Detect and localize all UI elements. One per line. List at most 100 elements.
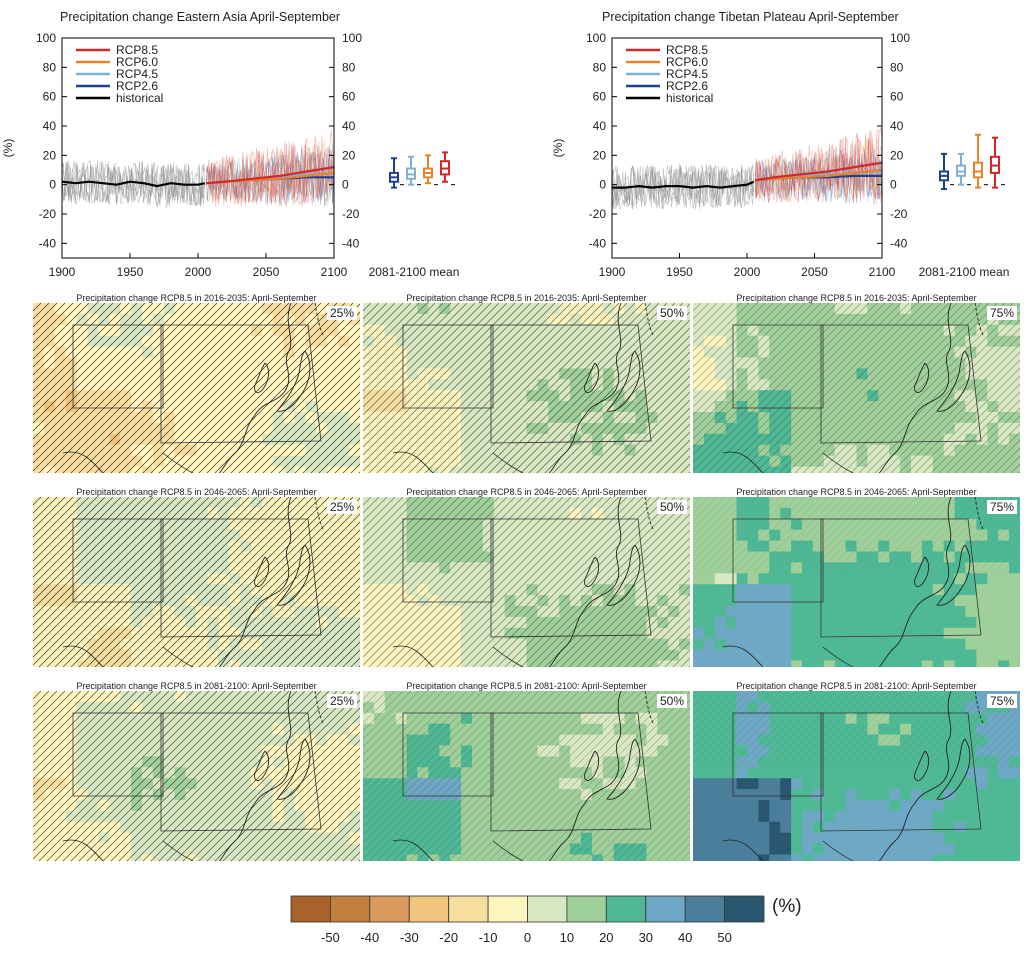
colorbar-swatch xyxy=(605,895,647,923)
map-cell xyxy=(714,627,727,640)
map-cell xyxy=(758,821,770,834)
map-cell xyxy=(802,595,814,607)
map-cell xyxy=(758,627,770,640)
legend-label: historical xyxy=(666,91,713,105)
map-cell xyxy=(889,638,901,651)
map-cell xyxy=(769,627,781,640)
map-cell xyxy=(725,627,738,640)
map-cell xyxy=(834,789,847,801)
map-cell xyxy=(802,638,814,651)
map-cell xyxy=(747,832,759,845)
map-cell xyxy=(856,810,868,823)
scenario-member-line xyxy=(205,148,334,207)
map-cell xyxy=(954,573,966,585)
eastern-asia-box xyxy=(820,324,982,444)
scenario-member-line xyxy=(754,147,882,204)
coastline xyxy=(548,497,622,667)
map-cell xyxy=(791,649,803,661)
x-tick-label: 1950 xyxy=(117,265,144,279)
map-cell xyxy=(987,854,999,861)
map-cell xyxy=(791,832,803,845)
map-cell xyxy=(812,649,825,661)
map-cell xyxy=(987,832,999,845)
map-cell xyxy=(932,660,945,667)
map-cell xyxy=(932,832,945,845)
map-title: Precipitation change RCP8.5 in 2016-2035… xyxy=(76,293,317,303)
map-cell xyxy=(780,778,792,790)
map-cell xyxy=(856,832,868,845)
map-cell xyxy=(943,660,956,667)
map-cell xyxy=(812,660,825,667)
map-cell xyxy=(758,660,770,667)
map-cell xyxy=(932,843,945,855)
map-cell xyxy=(780,638,792,651)
map-cell xyxy=(965,606,977,618)
border-line xyxy=(492,452,524,473)
map-cell xyxy=(900,854,912,861)
map-cell xyxy=(943,778,956,790)
map-cell xyxy=(725,767,738,779)
map-cell xyxy=(987,616,999,629)
map-cell xyxy=(747,649,759,661)
map-cell xyxy=(878,810,890,823)
map-cell xyxy=(998,649,1010,661)
map-cell xyxy=(921,821,934,834)
map-cell xyxy=(1009,832,1020,845)
map-cell xyxy=(965,843,977,855)
map-cell xyxy=(932,584,945,596)
map-title: Precipitation change RCP8.5 in 2046-2065… xyxy=(406,487,647,497)
map-cell xyxy=(878,606,890,618)
map-cell xyxy=(845,660,857,667)
map-cell xyxy=(693,778,705,790)
map-cell xyxy=(889,789,901,801)
map-cell xyxy=(714,616,727,629)
map-cell xyxy=(878,800,890,812)
map-cell xyxy=(758,778,770,790)
y-tick-label-right: 60 xyxy=(890,90,904,104)
significance-hatching xyxy=(693,303,1020,473)
map-cell xyxy=(714,767,727,779)
map-panel: Precipitation change RCP8.5 in 2081-2100… xyxy=(363,681,690,861)
map-cell xyxy=(769,767,781,779)
map-cell xyxy=(736,821,748,834)
map-cell xyxy=(998,584,1010,596)
map-cell xyxy=(812,800,825,812)
map-cell xyxy=(976,778,988,790)
map-cell xyxy=(769,843,781,855)
colorbar-swatch xyxy=(290,895,331,923)
map-cell xyxy=(943,854,956,861)
map-cell xyxy=(976,800,988,812)
tibetan-plateau-box xyxy=(72,518,164,603)
map-cell xyxy=(769,810,781,823)
map-cell xyxy=(780,789,792,801)
map-cell xyxy=(867,800,879,812)
map-cell xyxy=(758,616,770,629)
map-cell xyxy=(714,832,727,845)
map-cell xyxy=(725,649,738,661)
map-cell xyxy=(911,627,923,640)
map-cell xyxy=(976,638,988,651)
map-cell xyxy=(943,595,956,607)
map-cell xyxy=(714,843,727,855)
legend-label: RCP6.0 xyxy=(666,55,708,69)
map-cell xyxy=(812,606,825,618)
x-tick-label: 2050 xyxy=(801,265,828,279)
map-cell xyxy=(965,810,977,823)
precipitation-map xyxy=(363,497,690,667)
map-cell xyxy=(812,854,825,861)
map-cell xyxy=(736,660,748,667)
x-tick-label: 1900 xyxy=(599,265,626,279)
colorbar-swatch xyxy=(487,895,528,923)
map-cell xyxy=(889,616,901,629)
map-cell xyxy=(943,821,956,834)
map-cell xyxy=(911,616,923,629)
scenario-member-line xyxy=(205,151,334,206)
map-cell xyxy=(998,854,1010,861)
map-title: Precipitation change RCP8.5 in 2081-2100… xyxy=(76,681,317,691)
percentile-label: 50% xyxy=(656,694,687,708)
map-cell xyxy=(780,767,792,779)
map-cell xyxy=(703,606,716,618)
map-cell xyxy=(998,767,1010,779)
map-cell xyxy=(747,778,759,790)
